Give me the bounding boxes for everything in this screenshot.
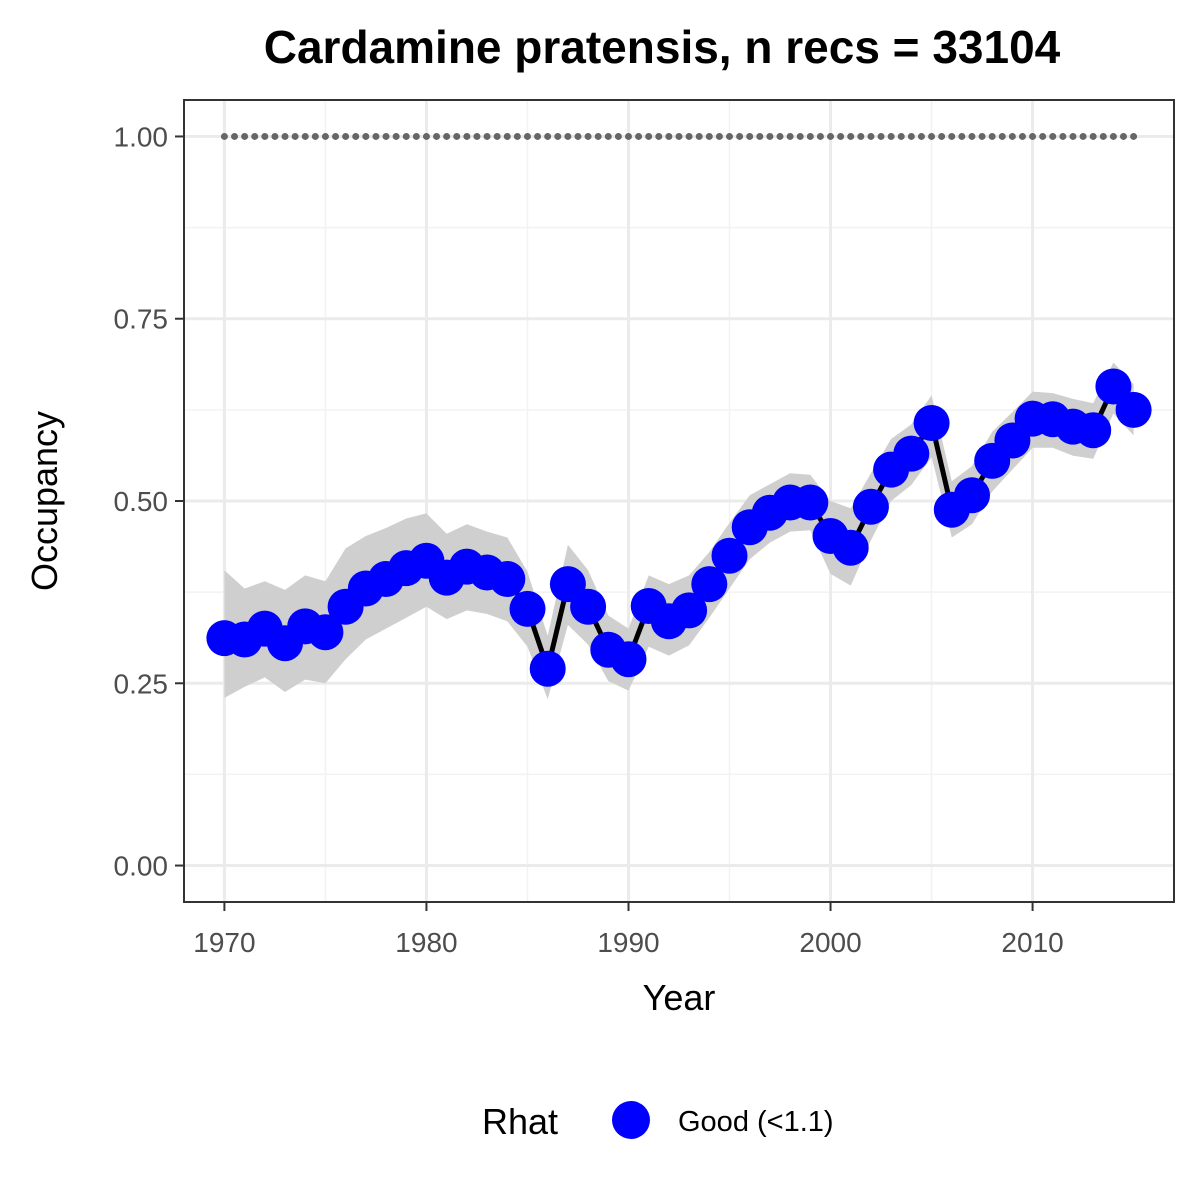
data-point [1095,368,1132,405]
x-tick-label: 2010 [1001,927,1063,958]
x-tick-label: 1980 [395,927,457,958]
y-axis-title: Occupancy [24,411,65,591]
x-tick-label: 2000 [799,927,861,958]
chart-title: Cardamine pratensis, n recs = 33104 [264,21,1061,73]
data-points [206,368,1152,687]
data-point [509,590,546,627]
data-point [610,641,647,678]
legend-key-point [612,1101,650,1139]
y-tick-label: 1.00 [114,121,169,152]
data-point [570,588,607,625]
data-point [671,592,708,629]
data-point [489,561,526,597]
data-point [691,566,728,603]
data-point [954,477,990,514]
legend-title: Rhat [482,1101,558,1142]
data-point [529,650,566,687]
data-point [711,537,748,574]
data-point [832,529,869,566]
y-axis-ticks: 0.00 0.25 0.50 0.75 1.00 [114,121,184,882]
data-point [792,484,829,521]
y-tick-label: 0.25 [114,668,169,699]
x-tick-label: 1970 [193,927,255,958]
grid-lines [184,100,1174,902]
confidence-ribbon [224,362,1134,700]
x-axis-ticks: 1970 1980 1990 2000 2010 [193,902,1064,958]
legend: Rhat Good (<1.1) [482,1101,834,1142]
data-point [913,405,950,441]
y-tick-label: 0.50 [114,486,169,517]
x-tick-label: 1990 [597,927,659,958]
data-point [307,614,344,651]
y-tick-label: 0.00 [114,851,169,882]
x-axis-title: Year [643,977,716,1018]
data-point [1115,391,1152,428]
data-point [1075,412,1112,449]
legend-label-good: Good (<1.1) [678,1106,834,1138]
data-point [893,435,930,472]
y-tick-label: 0.75 [114,304,169,335]
data-point [852,488,889,525]
ci-ribbon [224,362,1134,700]
